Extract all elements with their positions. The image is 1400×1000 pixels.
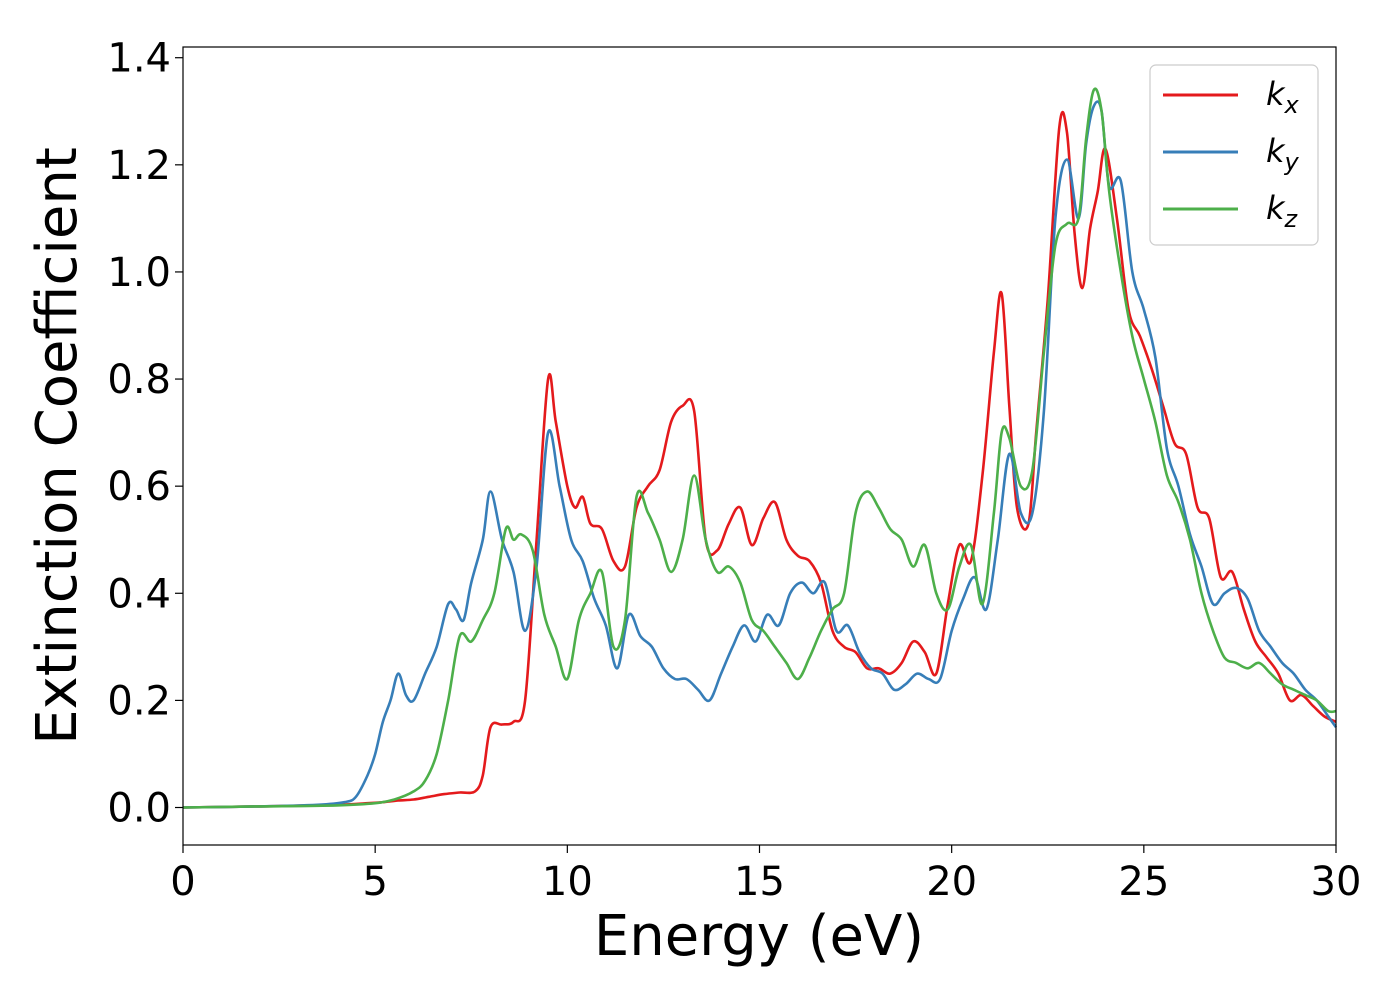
y-axis: 0.0 0.2 0.4 0.6 0.8 1.0 1.2 1.4 (107, 36, 183, 832)
legend-label-y: ky (1266, 132, 1300, 176)
y-tick-label: 0.4 (107, 571, 171, 617)
y-axis-title: Extinction Coefficient (25, 147, 90, 745)
x-axis-title: Energy (eV) (594, 904, 924, 969)
x-tick-label: 10 (542, 859, 593, 905)
y-tick-label: 1.4 (107, 36, 171, 82)
y-tick-label: 0.2 (107, 678, 171, 724)
x-axis: 0 5 10 15 20 25 30 (170, 845, 1361, 905)
plot-area (183, 47, 1336, 845)
series-line-y (182, 100, 1338, 809)
y-tick-label: 0.0 (107, 786, 171, 832)
series-line-x (182, 110, 1337, 809)
series-layer (182, 87, 1338, 809)
y-tick-label: 1.2 (107, 143, 171, 189)
x-tick-label: 20 (926, 859, 977, 905)
legend-frame (1149, 64, 1319, 246)
x-tick-label: 25 (1118, 859, 1169, 905)
x-tick-label: 0 (170, 859, 195, 905)
series-line-z (182, 87, 1337, 809)
y-tick-label: 0.8 (107, 357, 171, 403)
x-tick-label: 30 (1311, 859, 1362, 905)
x-tick-label: 5 (362, 859, 387, 905)
y-tick-label: 0.6 (107, 464, 171, 510)
y-tick-label: 1.0 (107, 250, 171, 296)
x-tick-label: 15 (734, 859, 785, 905)
